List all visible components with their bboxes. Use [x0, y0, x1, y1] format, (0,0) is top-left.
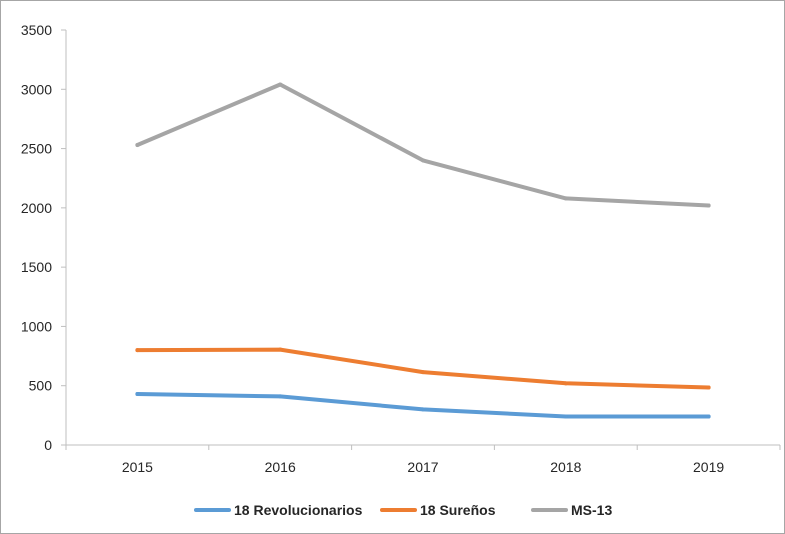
data-point	[706, 414, 711, 419]
data-point	[278, 347, 283, 352]
data-point	[421, 158, 425, 163]
data-point	[563, 414, 568, 419]
y-tick-label: 1000	[21, 318, 52, 334]
x-tick-label: 2017	[407, 459, 438, 475]
y-tick-label: 3500	[21, 22, 52, 38]
data-point	[706, 385, 711, 390]
data-point	[278, 82, 283, 87]
y-tick-label: 1500	[21, 259, 52, 275]
data-point	[421, 370, 425, 375]
data-point	[135, 143, 140, 148]
data-point	[278, 394, 283, 399]
series-line-1	[135, 347, 711, 390]
legend-label: 18 Revolucionarios	[234, 502, 363, 518]
x-tick-label: 2016	[265, 459, 296, 475]
data-point	[135, 392, 140, 397]
series-line-2	[135, 82, 711, 208]
series-lines	[135, 82, 711, 419]
legend-label: 18 Sureños	[420, 502, 496, 518]
y-tick-label: 0	[44, 437, 52, 453]
series-line-0	[135, 392, 711, 419]
data-point	[563, 381, 568, 386]
x-tick-label: 2019	[693, 459, 724, 475]
data-point	[421, 407, 425, 412]
data-point	[563, 196, 568, 201]
y-tick-label: 2500	[21, 141, 52, 157]
y-tick-label: 2000	[21, 200, 52, 216]
y-axis: 0 500 1000 1500 2000 2500 3000 3500	[21, 22, 67, 453]
x-tick-label: 2018	[550, 459, 581, 475]
y-tick-label: 500	[29, 378, 53, 394]
legend: 18 Revolucionarios 18 Sureños MS-13	[194, 502, 612, 518]
data-point	[135, 348, 140, 353]
x-tick-label: 2015	[122, 459, 153, 475]
y-tick-label: 3000	[21, 81, 52, 97]
data-point	[706, 203, 711, 208]
x-axis: 2015 2016 2017 2018 2019	[65, 444, 781, 475]
legend-label: MS-13	[571, 502, 612, 518]
